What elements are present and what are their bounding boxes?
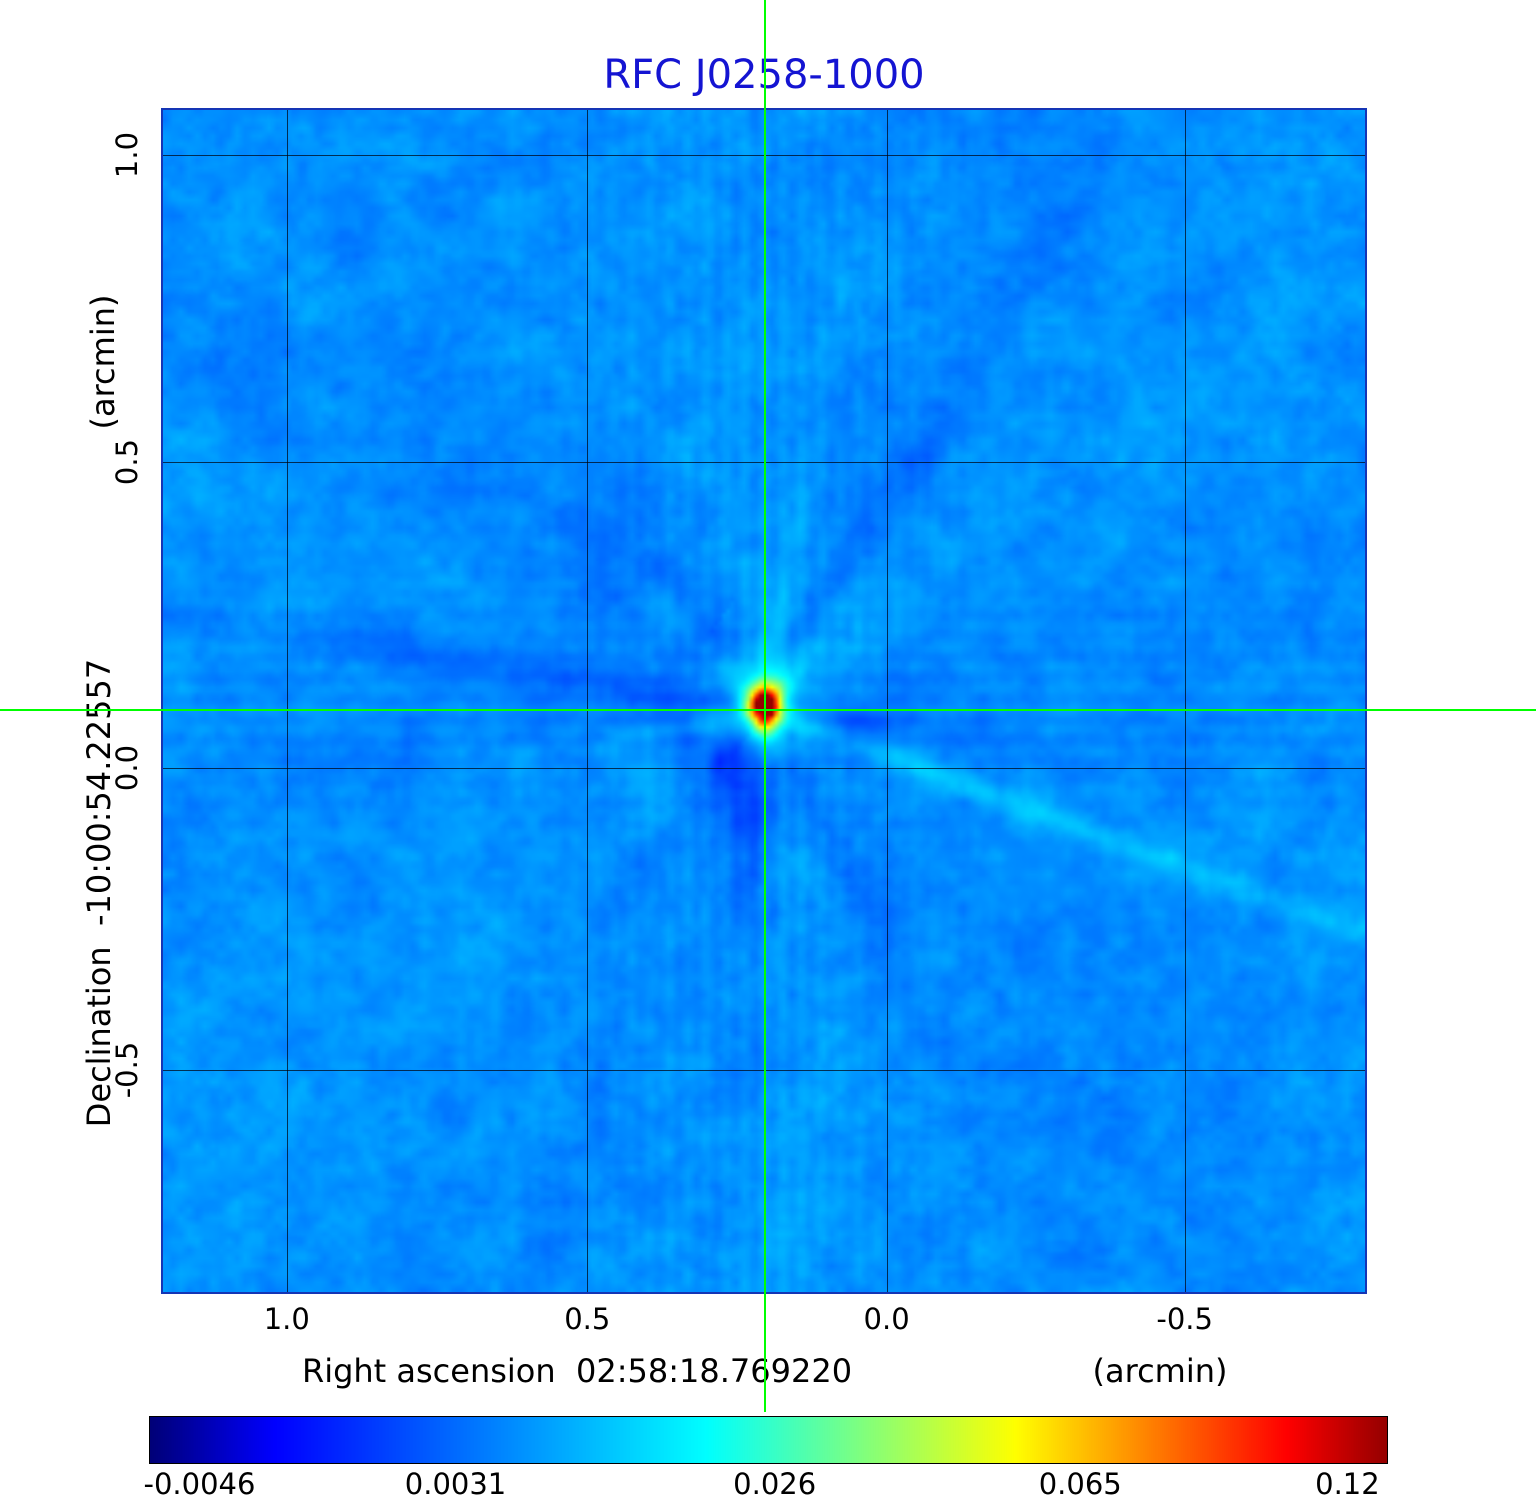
colorbar-tick-label: 0.065 (1038, 1467, 1122, 1501)
y-tick-label: 0.0 (110, 745, 144, 792)
y-tick-label: -0.5 (110, 1041, 144, 1099)
colorbar-tick-label: 0.0031 (404, 1467, 507, 1501)
gridline-vertical (587, 110, 589, 1292)
gridline-vertical (886, 110, 888, 1292)
y-tick-label: 0.5 (110, 439, 144, 486)
gridline-vertical (286, 110, 288, 1292)
figure-title: RFC J0258-1000 (603, 52, 925, 98)
x-tick-label: -0.5 (1156, 1302, 1213, 1336)
y-tick-label: 1.0 (110, 131, 144, 178)
gridline-vertical (1184, 110, 1186, 1292)
colorbar-tick-label: -0.0046 (143, 1467, 256, 1501)
x-axis-title: Right ascension 02:58:18.769220 (301, 1352, 853, 1390)
x-axis-unit-label: (arcmin) (1092, 1352, 1228, 1390)
x-tick-label: 1.0 (263, 1302, 310, 1336)
x-tick-label: 0.0 (863, 1302, 910, 1336)
crosshair-horizontal-line (0, 708, 1536, 711)
y-axis-unit-label: (arcmin) (84, 294, 122, 430)
crosshair-vertical-line (763, 0, 766, 1412)
colorbar-gradient (150, 1417, 1387, 1463)
colorbar-tick-label: 0.026 (733, 1467, 817, 1501)
x-tick-label: 0.5 (564, 1302, 611, 1336)
colorbar-tick-label: 0.12 (1315, 1467, 1380, 1501)
